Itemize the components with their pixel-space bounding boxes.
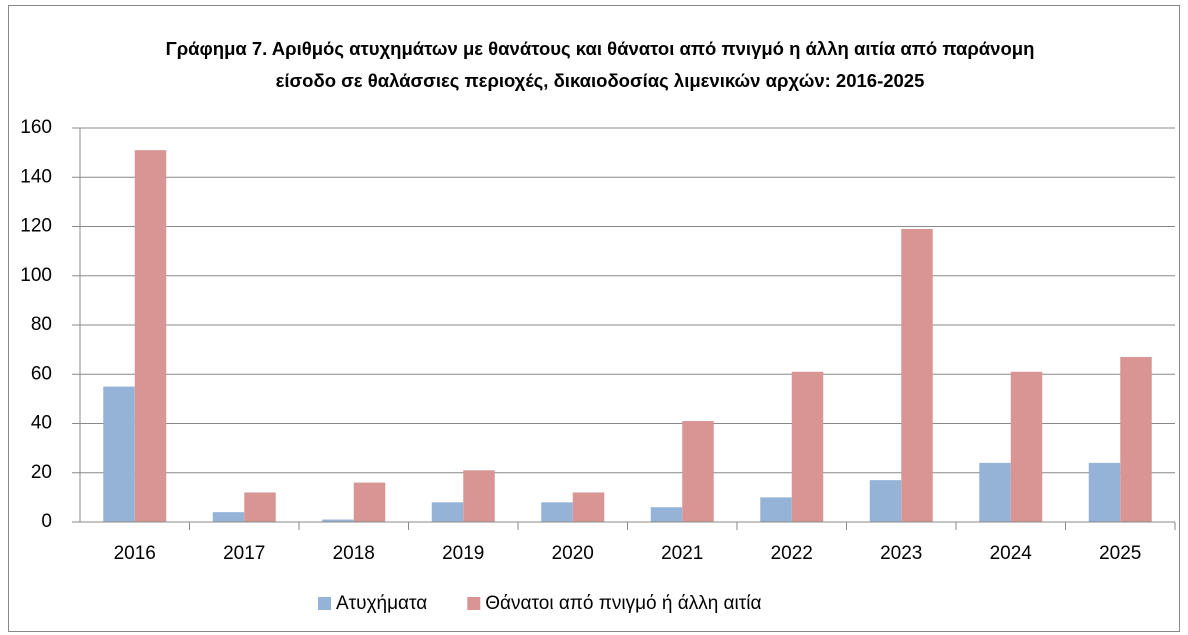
bar (212, 512, 245, 522)
x-tick-label: 2025 (1099, 543, 1141, 564)
bar (1088, 462, 1121, 522)
x-tick-label: 2018 (333, 543, 375, 564)
x-tick-label: 2021 (661, 543, 703, 564)
legend-swatch (467, 597, 481, 610)
y-tick-label: 40 (31, 413, 52, 434)
bar (134, 150, 167, 522)
bar (682, 421, 714, 522)
x-tick-label: 2022 (771, 543, 813, 564)
x-tick-label: 2016 (114, 543, 156, 564)
bar (572, 492, 605, 522)
chart-frame (8, 5, 1180, 632)
x-tick-label: 2023 (880, 543, 922, 564)
bar (541, 502, 573, 522)
bar (979, 462, 1011, 522)
bar (103, 386, 135, 522)
bar (760, 497, 792, 522)
x-tick-label: 2019 (442, 543, 484, 564)
bar (244, 492, 276, 522)
y-tick-label: 60 (31, 363, 52, 384)
legend-label: Ατυχήματα (336, 593, 427, 614)
bar (791, 371, 824, 522)
bar (463, 470, 495, 522)
y-tick-label: 20 (31, 462, 52, 483)
x-tick-label: 2024 (990, 543, 1033, 564)
bar (431, 502, 464, 522)
bar (650, 507, 683, 522)
bar (322, 519, 354, 522)
y-tick-label: 140 (20, 166, 52, 187)
y-tick-label: 120 (20, 216, 52, 237)
bar (353, 482, 386, 522)
legend-label: Θάνατοι από πνιγμό ή άλλη αιτία (485, 593, 761, 614)
x-tick-label: 2020 (552, 543, 594, 564)
bar (1120, 357, 1152, 522)
bar (1010, 371, 1043, 522)
legend-swatch (318, 597, 331, 610)
chart-title: Γράφημα 7. Αριθμός ατυχημάτων με θανάτου… (165, 38, 1035, 91)
y-tick-label: 0 (41, 511, 52, 532)
y-tick-label: 100 (20, 265, 52, 286)
y-tick-label: 80 (31, 314, 52, 335)
y-tick-label: 160 (20, 117, 52, 138)
bar (901, 228, 933, 522)
bar (869, 480, 902, 522)
x-tick-label: 2017 (223, 543, 265, 564)
